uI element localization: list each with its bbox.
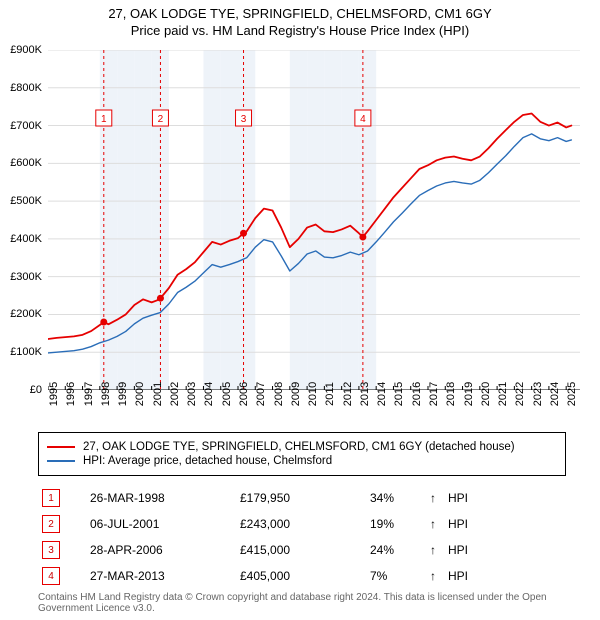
sale-marker-box: 4 <box>42 567 60 585</box>
x-tick-label: 2003 <box>186 382 198 406</box>
sale-row: 3 28-APR-2006£415,00024%↑HPI <box>38 540 566 560</box>
y-tick-label: £500K <box>10 195 42 207</box>
x-tick-label: 2025 <box>566 382 578 406</box>
y-tick-label: £100K <box>10 346 42 358</box>
sale-pct: 19% <box>370 517 430 531</box>
sale-hpi-suffix: HPI <box>448 569 566 583</box>
y-tick-label: £800K <box>10 82 42 94</box>
x-tick-label: 2021 <box>497 382 509 406</box>
svg-text:2: 2 <box>158 114 164 125</box>
sale-hpi-suffix: HPI <box>448 543 566 557</box>
x-tick-label: 2004 <box>203 382 215 406</box>
x-tick-label: 2009 <box>290 382 302 406</box>
x-tick-label: 2016 <box>411 382 423 406</box>
sale-pct: 24% <box>370 543 430 557</box>
sale-hpi-suffix: HPI <box>448 491 566 505</box>
x-tick-label: 2001 <box>152 382 164 406</box>
line-chart: 1 2 3 4 <box>48 50 580 390</box>
figure-container: 27, OAK LODGE TYE, SPRINGFIELD, CHELMSFO… <box>0 0 600 620</box>
chart-area: 1234 £0£100K£200K£300K£400K£500K£600K£70… <box>48 50 580 390</box>
sale-row: 2 06-JUL-2001£243,00019%↑HPI <box>38 514 566 534</box>
sale-price: £405,000 <box>240 569 370 583</box>
x-tick-label: 2000 <box>134 382 146 406</box>
x-tick-label: 2002 <box>169 382 181 406</box>
y-tick-label: £600K <box>10 157 42 169</box>
legend-swatch-hpi <box>47 460 75 462</box>
x-tick-label: 2015 <box>393 382 405 406</box>
x-tick-label: 1999 <box>117 382 129 406</box>
legend-row-hpi: HPI: Average price, detached house, Chel… <box>47 455 557 467</box>
x-tick-label: 2005 <box>221 382 233 406</box>
legend: 27, OAK LODGE TYE, SPRINGFIELD, CHELMSFO… <box>38 432 566 476</box>
x-tick-label: 2011 <box>324 382 336 406</box>
x-tick-label: 2007 <box>255 382 267 406</box>
sale-marker-box: 3 <box>42 541 60 559</box>
title-line-2: Price paid vs. HM Land Registry's House … <box>0 21 600 38</box>
legend-row-price-paid: 27, OAK LODGE TYE, SPRINGFIELD, CHELMSFO… <box>47 441 557 453</box>
sale-price: £243,000 <box>240 517 370 531</box>
x-tick-label: 2006 <box>238 382 250 406</box>
y-tick-label: £400K <box>10 233 42 245</box>
legend-label-hpi: HPI: Average price, detached house, Chel… <box>83 455 332 467</box>
sale-pct: 7% <box>370 569 430 583</box>
up-arrow-icon: ↑ <box>430 569 448 583</box>
sale-row: 1 26-MAR-1998£179,95034%↑HPI <box>38 488 566 508</box>
sale-marker-box: 1 <box>42 489 60 507</box>
x-tick-label: 1997 <box>83 382 95 406</box>
x-tick-label: 2013 <box>359 382 371 406</box>
x-tick-label: 2010 <box>307 382 319 406</box>
x-tick-label: 2020 <box>480 382 492 406</box>
x-tick-label: 2014 <box>376 382 388 406</box>
sale-hpi-suffix: HPI <box>448 517 566 531</box>
x-tick-label: 2023 <box>532 382 544 406</box>
x-tick-label: 1996 <box>65 382 77 406</box>
svg-text:3: 3 <box>241 114 247 125</box>
x-tick-label: 2022 <box>514 382 526 406</box>
y-tick-label: £200K <box>10 308 42 320</box>
sale-price: £415,000 <box>240 543 370 557</box>
y-tick-label: £700K <box>10 120 42 132</box>
footnote: Contains HM Land Registry data © Crown c… <box>38 592 600 614</box>
sales-table: 126-MAR-1998£179,95034%↑HPI206-JUL-2001£… <box>38 482 566 592</box>
x-tick-label: 1995 <box>48 382 60 406</box>
up-arrow-icon: ↑ <box>430 517 448 531</box>
legend-swatch-price-paid <box>47 446 75 448</box>
sale-date: 27-MAR-2013 <box>90 569 240 583</box>
svg-text:4: 4 <box>360 114 366 125</box>
x-tick-label: 2019 <box>463 382 475 406</box>
y-tick-label: £300K <box>10 271 42 283</box>
up-arrow-icon: ↑ <box>430 543 448 557</box>
sale-marker-box: 2 <box>42 515 60 533</box>
x-tick-label: 1998 <box>100 382 112 406</box>
legend-label-price-paid: 27, OAK LODGE TYE, SPRINGFIELD, CHELMSFO… <box>83 441 515 453</box>
up-arrow-icon: ↑ <box>430 491 448 505</box>
x-tick-label: 2017 <box>428 382 440 406</box>
sale-date: 26-MAR-1998 <box>90 491 240 505</box>
x-tick-label: 2024 <box>549 382 561 406</box>
sale-price: £179,950 <box>240 491 370 505</box>
x-tick-label: 2018 <box>445 382 457 406</box>
title-line-1: 27, OAK LODGE TYE, SPRINGFIELD, CHELMSFO… <box>0 0 600 21</box>
y-tick-label: £900K <box>10 44 42 56</box>
y-tick-label: £0 <box>30 384 42 396</box>
sale-date: 28-APR-2006 <box>90 543 240 557</box>
x-tick-label: 2008 <box>273 382 285 406</box>
sale-date: 06-JUL-2001 <box>90 517 240 531</box>
sale-row: 4 27-MAR-2013£405,0007%↑HPI <box>38 566 566 586</box>
svg-text:1: 1 <box>101 114 107 125</box>
sale-pct: 34% <box>370 491 430 505</box>
x-tick-label: 2012 <box>342 382 354 406</box>
